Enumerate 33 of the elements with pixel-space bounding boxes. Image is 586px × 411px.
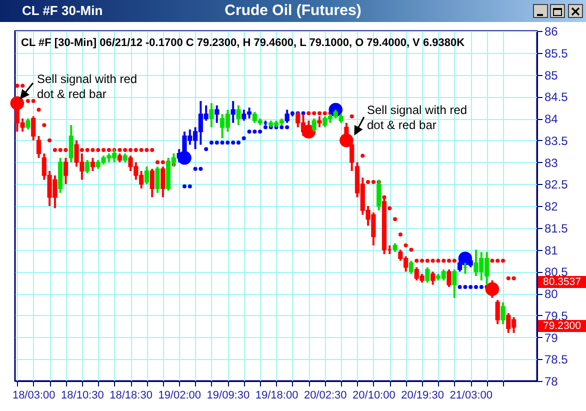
- y-tick-label: 79: [544, 330, 558, 345]
- y-tick-label: 84.5: [544, 90, 568, 104]
- x-tick-label: 20/19:30: [401, 390, 444, 402]
- text: 80.3537: [538, 276, 586, 288]
- text: CL #F [30-Min] 06/21/12 -0.1700 C 79.2300, H 79.4600, L 79.1000, O 79.4000, V 6.9380K: [21, 37, 465, 49]
- annotation: Sell signal with red dot & red bar: [37, 72, 138, 102]
- y-tick-label: 86: [544, 24, 558, 38]
- y-tick-label: 79.5: [544, 308, 568, 323]
- y-tick-label: 81.5: [544, 221, 568, 236]
- y-tick-label: 85.5: [544, 46, 568, 60]
- chart-title: Crude Oil (Futures): [224, 2, 362, 19]
- y-tick-label: 83.5: [544, 134, 568, 148]
- annotation: Sell signal with red dot & red bar: [367, 103, 468, 133]
- y-tick-label: 78: [544, 374, 558, 388]
- y-tick-label: 85: [544, 68, 558, 82]
- x-tick-label: 19/18:00: [255, 390, 298, 402]
- y-tick-label: 80: [544, 287, 558, 301]
- y-tick-label: 78.5: [544, 352, 568, 367]
- x-tick-label: 19/09:30: [206, 390, 250, 402]
- x-tick-label: 21/03:00: [450, 390, 493, 402]
- x-tick-label: 20/02:30: [304, 390, 347, 402]
- y-tick-label: 84: [544, 112, 558, 126]
- x-tick-label: 18/03:00: [12, 390, 56, 402]
- y-tick-label: 81: [544, 243, 558, 258]
- x-tick-label: 20/10:00: [352, 390, 396, 402]
- y-tick-label: 82.5: [544, 178, 568, 192]
- y-tick-label: 82: [544, 200, 558, 214]
- text: CL #F 30-Min: [22, 3, 103, 18]
- x-tick-label: 19/02:00: [158, 390, 202, 402]
- x-tick-label: 18/10:30: [61, 390, 104, 402]
- y-tick-label: 83: [544, 156, 558, 170]
- text: 79.2300: [538, 320, 586, 332]
- x-tick-label: 18/18:30: [110, 390, 152, 402]
